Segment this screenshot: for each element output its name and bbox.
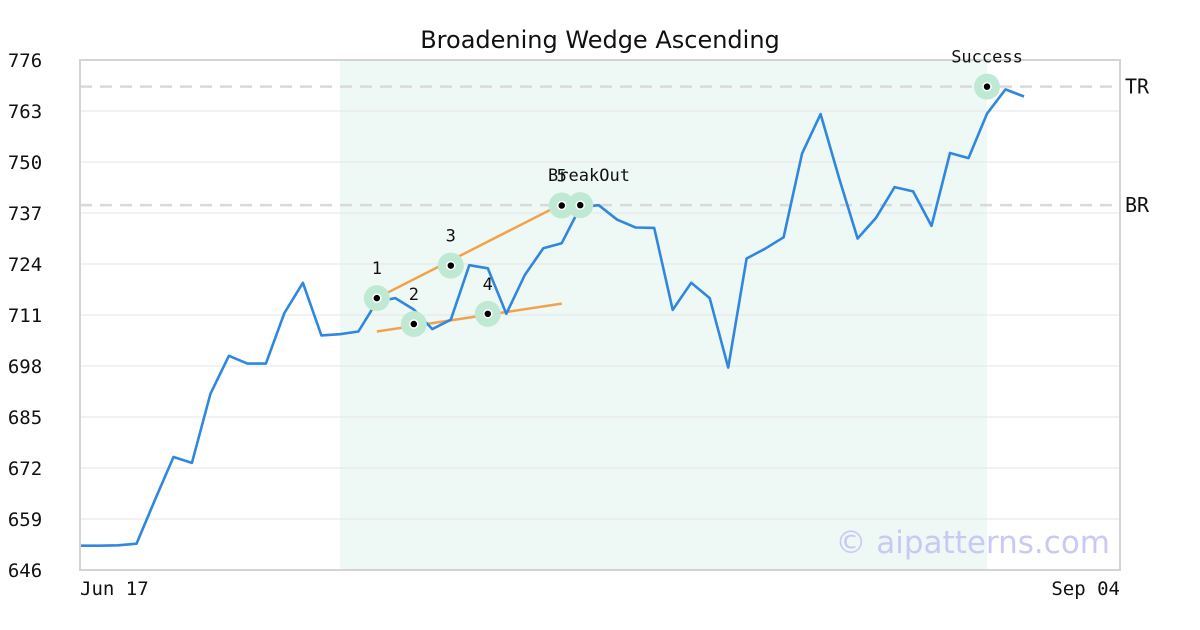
pattern-point-5	[556, 200, 567, 211]
pattern-point-label-5: 5	[557, 167, 567, 187]
pattern-point-label-1: 1	[372, 259, 382, 279]
breakout-point	[575, 200, 585, 210]
pattern-point-3	[446, 260, 456, 271]
x-tick-label: Sep 04	[1051, 578, 1120, 600]
plot-frame	[79, 59, 1121, 571]
y-tick-label: 711	[8, 305, 42, 327]
breakout-label: BreakOut	[548, 166, 630, 186]
y-tick-label: 698	[8, 356, 42, 378]
y-tick-label: 685	[8, 407, 42, 429]
x-tick-label: Jun 17	[80, 578, 149, 600]
level-label-br: BR	[1125, 193, 1150, 217]
pattern-point-1	[372, 293, 382, 303]
success-label: Success	[951, 48, 1023, 68]
y-tick-label: 750	[8, 152, 42, 174]
level-label-tr: TR	[1125, 75, 1150, 99]
y-tick-label: 724	[8, 254, 42, 276]
pattern-point-label-2: 2	[409, 285, 419, 305]
chart-title: Broadening Wedge Ascending	[420, 26, 780, 54]
success-point	[982, 81, 992, 92]
y-tick-label: 646	[8, 560, 42, 582]
y-tick-label: 737	[8, 203, 42, 225]
price-series-line	[81, 88, 1025, 548]
pattern-point-4	[483, 309, 493, 319]
watermark: © aipatterns.com	[835, 525, 1110, 561]
pattern-point-2	[409, 319, 419, 329]
pattern-point-label-3: 3	[446, 227, 456, 247]
y-tick-label: 672	[8, 458, 42, 480]
y-tick-label: 763	[8, 101, 42, 123]
trendline	[376, 202, 563, 300]
pattern-point-label-4: 4	[483, 275, 493, 295]
y-tick-label: 776	[8, 50, 42, 72]
y-tick-label: 659	[8, 509, 42, 531]
